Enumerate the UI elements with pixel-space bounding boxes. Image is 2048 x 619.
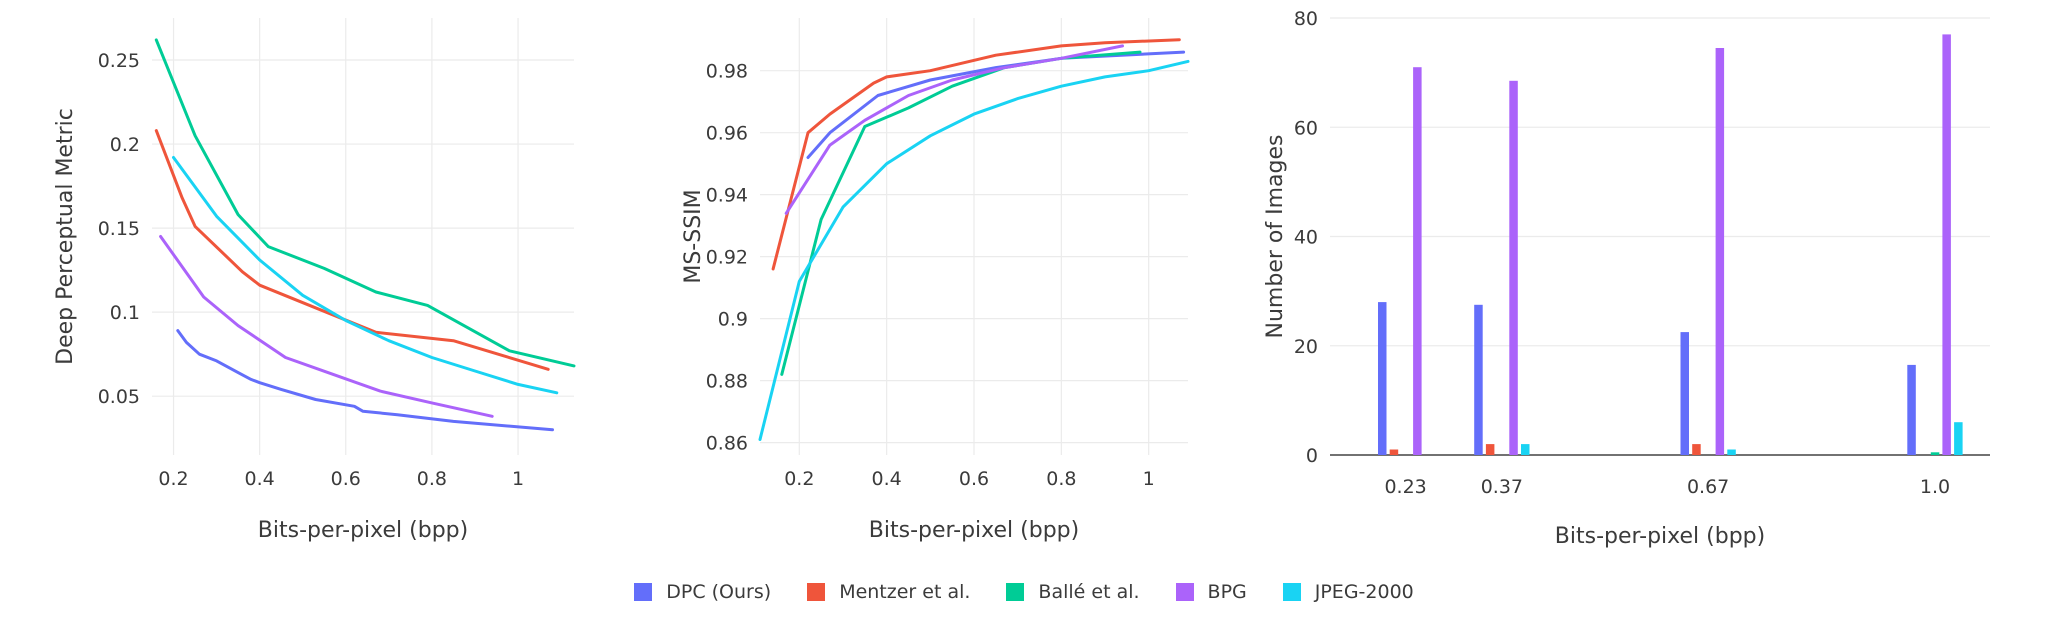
x-tick-label: 0.6: [331, 468, 361, 490]
y-axis-title: Deep Perceptual Metric: [53, 108, 78, 365]
x-tick-label: 0.6: [959, 468, 989, 490]
y-tick-label: 0.94: [706, 185, 748, 207]
series-line-ball-et-al: [154, 38, 576, 368]
x-tick-label: 0.67: [1687, 476, 1729, 498]
y-tick-label: 0: [1306, 445, 1318, 467]
grid: [152, 18, 574, 455]
x-axis-title: Bits-per-pixel (bpp): [869, 518, 1079, 543]
grid: [1330, 17, 1990, 456]
legend-swatch-jpeg2000: [1282, 583, 1301, 601]
bar-dpc-ours-0-23: [1378, 302, 1387, 455]
y-tick-label: 0.1: [110, 302, 140, 324]
chart-deep-perceptual-metric: 0.05 0.1 0.15 0.2 0.25 0.2 0.4 0.6 0.8 1 Bits-per-…: [53, 18, 576, 543]
bar-ball-et-al-1-0: [1930, 452, 1940, 455]
y-tick-label: 60: [1294, 117, 1318, 139]
y-tick-label: 80: [1294, 8, 1318, 30]
legend-label-jpeg2000: JPEG-2000: [1314, 581, 1414, 603]
legend-swatch-mentzer: [807, 583, 826, 601]
x-axis-title: Bits-per-pixel (bpp): [1555, 524, 1765, 549]
bar-dpc-ours-0-37: [1474, 304, 1483, 455]
bar-mentzer-et-al-0-67: [1692, 444, 1701, 455]
bar-jpeg-2000-0-37: [1521, 444, 1530, 455]
bar-bpg-0-37: [1509, 80, 1518, 456]
x-tick-label: 0.23: [1384, 476, 1426, 498]
legend-swatch-dpc: [634, 583, 653, 601]
bar-mentzer-et-al-0-23: [1389, 449, 1399, 455]
y-axis-title: Number of Images: [1263, 135, 1288, 339]
legend-label-bpg: BPG: [1207, 581, 1247, 603]
bar-dpc-ours-0-67: [1680, 332, 1689, 455]
legend-swatch-balle: [1006, 583, 1025, 601]
chart-number-of-images: 0 20 40 60 80 0.23 0.37 0.67 1.0 Bits-per-pixel (…: [1263, 8, 1990, 549]
series-line-mentzer-et-al: [771, 38, 1181, 271]
x-tick-label: 0.2: [784, 468, 814, 490]
legend-item-bpg[interactable]: BPG: [1175, 581, 1247, 603]
x-axis-title: Bits-per-pixel (bpp): [258, 518, 468, 543]
x-tick-label: 0.8: [1046, 468, 1076, 490]
x-tick-label: 0.4: [245, 468, 275, 490]
bar-mentzer-et-al-0-37: [1485, 444, 1495, 455]
legend-item-mentzer[interactable]: Mentzer et al.: [807, 581, 970, 603]
series-line-bpg: [784, 44, 1124, 215]
x-tick-label: 0.8: [417, 468, 447, 490]
series-line-ball-et-al: [780, 50, 1142, 376]
x-tick-label: 1.0: [1920, 476, 1950, 498]
legend-item-balle[interactable]: Ballé et al.: [1006, 581, 1140, 603]
bar-jpeg-2000-1-0: [1954, 422, 1963, 455]
series-line-jpeg-2000: [172, 156, 559, 395]
y-tick-label: 0.86: [706, 433, 748, 455]
legend-label-dpc: DPC (Ours): [666, 581, 772, 603]
y-tick-label: 0.2: [110, 134, 140, 156]
y-tick-label: 0.88: [706, 371, 748, 393]
legend-label-mentzer: Mentzer et al.: [839, 581, 971, 603]
bar-bpg-0-23: [1413, 67, 1422, 455]
bar-bpg-1-0: [1942, 34, 1951, 456]
x-tick-label: 1: [512, 468, 524, 490]
bar-dpc-ours-1-0: [1907, 364, 1916, 455]
x-tick-label: 0.4: [872, 468, 902, 490]
x-tick-label: 0.2: [158, 468, 188, 490]
legend-label-balle: Ballé et al.: [1038, 581, 1140, 603]
series-line-mentzer-et-al: [154, 129, 550, 371]
y-tick-label: 0.05: [98, 386, 140, 408]
legend-item-dpc[interactable]: DPC (Ours): [634, 581, 771, 603]
y-axis-title: MS-SSIM: [681, 189, 706, 283]
y-tick-label: 0.25: [98, 50, 140, 72]
bar-bpg-0-67: [1715, 48, 1725, 455]
y-tick-label: 0.98: [706, 61, 748, 83]
series-line-jpeg-2000: [758, 59, 1190, 441]
y-tick-label: 20: [1294, 336, 1318, 358]
legend-swatch-bpg: [1175, 583, 1194, 601]
series-line-dpc-ours: [176, 329, 554, 432]
x-tick-label: 1: [1143, 468, 1155, 490]
legend: DPC (Ours) Mentzer et al. Ballé et al. B…: [0, 574, 2048, 610]
y-tick-label: 0.15: [98, 218, 140, 240]
y-tick-label: 40: [1294, 227, 1318, 249]
series-line-bpg: [159, 235, 494, 418]
y-tick-label: 0.96: [706, 123, 748, 145]
y-tick-label: 0.92: [706, 247, 748, 269]
chart-ms-ssim: 0.86 0.88 0.9 0.92 0.94 0.96 0.98 0.2 0.4 0.6 0.8 1…: [681, 18, 1190, 543]
legend-item-jpeg2000[interactable]: JPEG-2000: [1282, 581, 1414, 603]
y-tick-label: 0.9: [718, 309, 748, 331]
bar-jpeg-2000-0-67: [1727, 449, 1736, 455]
x-tick-label: 0.37: [1481, 476, 1523, 498]
